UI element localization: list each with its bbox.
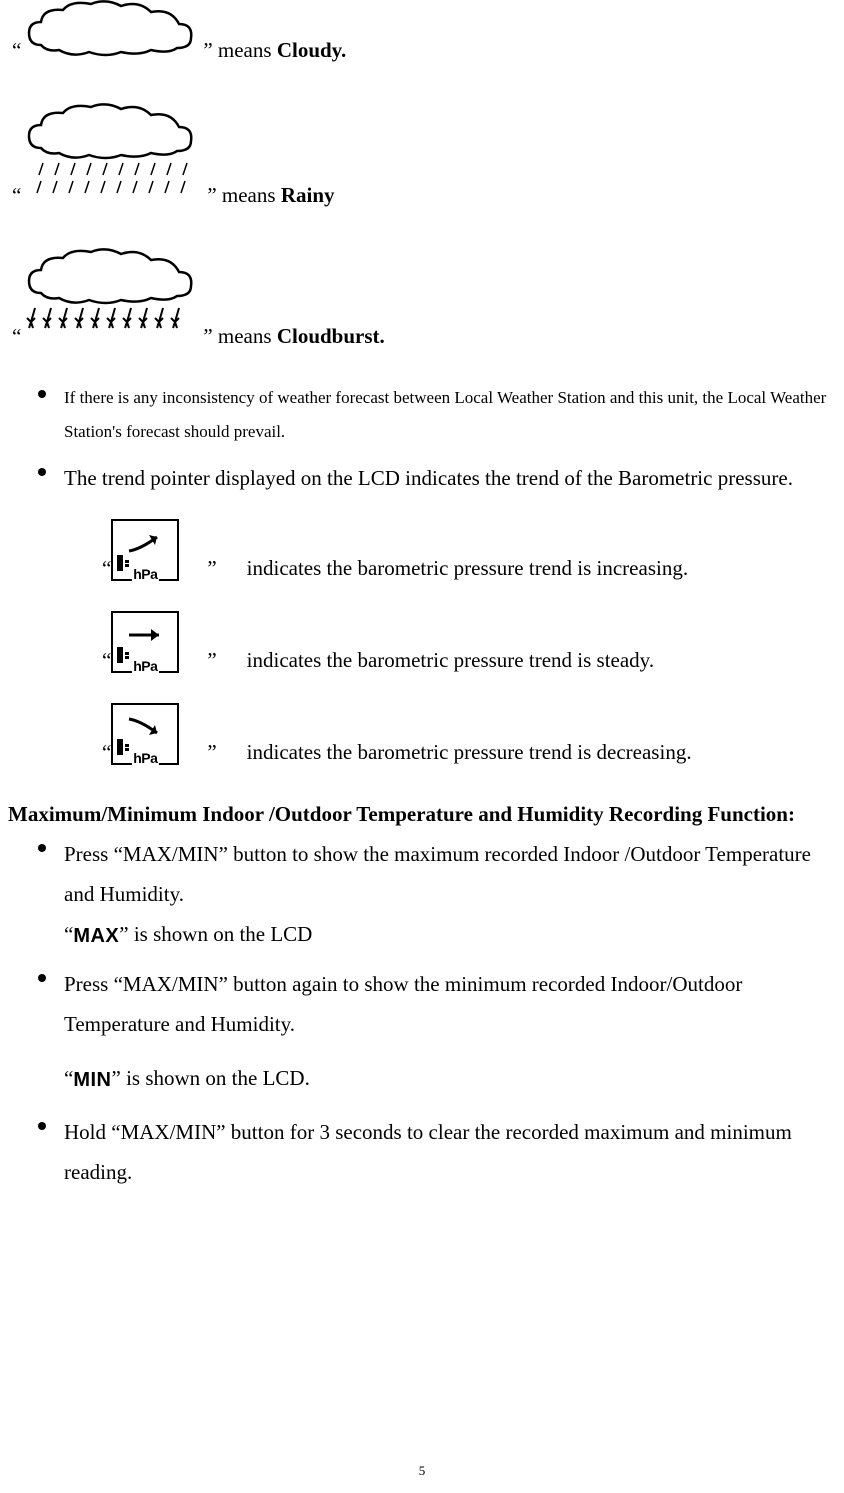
hpa-steady-icon: hPa bbox=[111, 611, 179, 673]
max-badge-icon: MAX bbox=[73, 917, 119, 955]
bullet-dot-icon bbox=[38, 974, 46, 982]
cloudburst-icon bbox=[21, 248, 199, 349]
trend-indicator-list: “ hPa ” indicates the barometric pressur… bbox=[8, 519, 836, 765]
cloudburst-text: ” means Cloudburst. bbox=[203, 324, 384, 349]
quote-open: “ bbox=[12, 183, 21, 208]
trend-row-decreasing: “ hPa ” indicates the barometric pressur… bbox=[102, 703, 836, 765]
section-heading-maxmin: Maximum/Minimum Indoor /Outdoor Temperat… bbox=[8, 795, 836, 835]
bullet-press-min: Press “MAX/MIN” button again to show the… bbox=[38, 965, 836, 1099]
maxmin-list: Press “MAX/MIN” button to show the maxim… bbox=[8, 835, 836, 1193]
bullet-hold: Hold “MAX/MIN” button for 3 seconds to c… bbox=[38, 1113, 836, 1193]
bullet-trend-intro: The trend pointer displayed on the LCD i… bbox=[38, 459, 836, 499]
notes-list: If there is any inconsistency of weather… bbox=[8, 381, 836, 499]
trend-decreasing-text: indicates the barometric pressure trend … bbox=[247, 740, 692, 765]
trend-increasing-text: indicates the barometric pressure trend … bbox=[247, 556, 688, 581]
page-number: 5 bbox=[0, 1463, 844, 1479]
bullet-dot-icon bbox=[38, 468, 46, 476]
quote-open: “ bbox=[12, 38, 21, 63]
bullet-dot-icon bbox=[38, 844, 46, 852]
hpa-decreasing-icon: hPa bbox=[111, 703, 179, 765]
weather-row-cloudy: “ ” means Cloudy. bbox=[8, 0, 836, 63]
bullet-dot-icon bbox=[38, 1122, 46, 1130]
hpa-increasing-icon: hPa bbox=[111, 519, 179, 581]
trend-row-steady: “ hPa ” indicates the barometric pressur… bbox=[102, 611, 836, 673]
rainy-text: ” means Rainy bbox=[207, 183, 334, 208]
bullet-inconsistency: If there is any inconsistency of weather… bbox=[38, 381, 836, 449]
trend-row-increasing: “ hPa ” indicates the barometric pressur… bbox=[102, 519, 836, 581]
cloudy-text: ” means Cloudy. bbox=[203, 38, 346, 63]
quote-open: “ bbox=[12, 324, 21, 349]
bullet-press-max: Press “MAX/MIN” button to show the maxim… bbox=[38, 835, 836, 955]
bullet-dot-icon bbox=[38, 390, 46, 398]
weather-row-cloudburst: “ ” means Cloudburst. bbox=[8, 248, 836, 349]
weather-row-rainy: “ ” means Rainy bbox=[8, 103, 836, 208]
cloudy-icon bbox=[21, 0, 199, 63]
rainy-icon bbox=[21, 103, 203, 208]
trend-steady-text: indicates the barometric pressure trend … bbox=[247, 648, 654, 673]
min-badge-icon: MIN bbox=[73, 1061, 111, 1099]
